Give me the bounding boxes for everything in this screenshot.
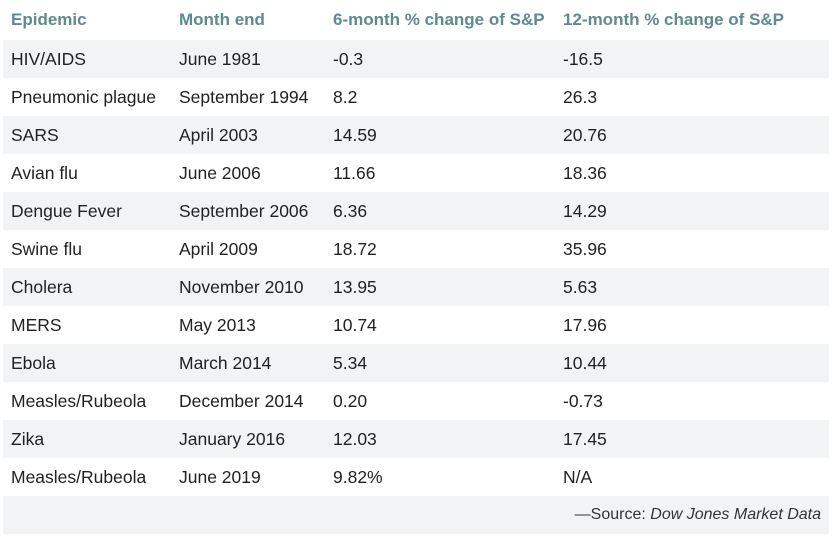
source-prefix: —Source: [574,506,651,523]
cell-month-end: January 2016 [171,420,325,458]
source-note: —Source: Dow Jones Market Data [3,496,829,534]
header-month-end: Month end [171,0,325,40]
cell-month-end: June 2006 [171,154,325,192]
cell-month-end: December 2014 [171,382,325,420]
cell-6-month-change: 14.59 [325,116,555,154]
table-row: Zika January 2016 12.03 17.45 [3,420,829,458]
header-row: Epidemic Month end 6-month % change of S… [3,0,829,40]
cell-epidemic: Measles/Rubeola [3,382,171,420]
cell-12-month-change: -0.73 [555,382,829,420]
header-12-month-change: 12-month % change of S&P [555,0,829,40]
table-row: Ebola March 2014 5.34 10.44 [3,344,829,382]
cell-6-month-change: 5.34 [325,344,555,382]
cell-month-end: September 2006 [171,192,325,230]
cell-month-end: April 2003 [171,116,325,154]
cell-epidemic: Zika [3,420,171,458]
cell-6-month-change: 11.66 [325,154,555,192]
cell-epidemic: Dengue Fever [3,192,171,230]
table-row: Cholera November 2010 13.95 5.63 [3,268,829,306]
cell-month-end: April 2009 [171,230,325,268]
cell-6-month-change: 18.72 [325,230,555,268]
cell-6-month-change: 6.36 [325,192,555,230]
cell-12-month-change: -16.5 [555,40,829,78]
cell-epidemic: HIV/AIDS [3,40,171,78]
header-6-month-change: 6-month % change of S&P [325,0,555,40]
cell-epidemic: Ebola [3,344,171,382]
cell-12-month-change: 14.29 [555,192,829,230]
epidemic-sp-table: Epidemic Month end 6-month % change of S… [3,0,829,534]
cell-month-end: June 2019 [171,458,325,496]
header-epidemic: Epidemic [3,0,171,40]
source-row: —Source: Dow Jones Market Data [3,496,829,534]
cell-epidemic: MERS [3,306,171,344]
cell-epidemic: Measles/Rubeola [3,458,171,496]
source-name: Dow Jones Market Data [650,506,821,523]
table-row: Measles/Rubeola December 2014 0.20 -0.73 [3,382,829,420]
table-row: Dengue Fever September 2006 6.36 14.29 [3,192,829,230]
table-row: SARS April 2003 14.59 20.76 [3,116,829,154]
cell-6-month-change: 8.2 [325,78,555,116]
cell-epidemic: Swine flu [3,230,171,268]
cell-12-month-change: N/A [555,458,829,496]
cell-6-month-change: 12.03 [325,420,555,458]
cell-12-month-change: 10.44 [555,344,829,382]
table-row: Avian flu June 2006 11.66 18.36 [3,154,829,192]
cell-epidemic: Pneumonic plague [3,78,171,116]
cell-12-month-change: 18.36 [555,154,829,192]
cell-month-end: September 1994 [171,78,325,116]
table-row: Measles/Rubeola June 2019 9.82% N/A [3,458,829,496]
table-row: MERS May 2013 10.74 17.96 [3,306,829,344]
cell-epidemic: Avian flu [3,154,171,192]
cell-epidemic: SARS [3,116,171,154]
cell-6-month-change: 13.95 [325,268,555,306]
table-body: HIV/AIDS June 1981 -0.3 -16.5 Pneumonic plag… [3,40,829,496]
cell-12-month-change: 17.45 [555,420,829,458]
cell-12-month-change: 35.96 [555,230,829,268]
table-row: Pneumonic plague September 1994 8.2 26.3 [3,78,829,116]
cell-6-month-change: 0.20 [325,382,555,420]
cell-6-month-change: -0.3 [325,40,555,78]
table-row: Swine flu April 2009 18.72 35.96 [3,230,829,268]
cell-month-end: May 2013 [171,306,325,344]
cell-month-end: June 1981 [171,40,325,78]
cell-month-end: November 2010 [171,268,325,306]
table-row: HIV/AIDS June 1981 -0.3 -16.5 [3,40,829,78]
cell-epidemic: Cholera [3,268,171,306]
cell-12-month-change: 17.96 [555,306,829,344]
cell-month-end: March 2014 [171,344,325,382]
cell-12-month-change: 20.76 [555,116,829,154]
cell-12-month-change: 26.3 [555,78,829,116]
table-header: Epidemic Month end 6-month % change of S… [3,0,829,40]
cell-12-month-change: 5.63 [555,268,829,306]
cell-6-month-change: 9.82% [325,458,555,496]
cell-6-month-change: 10.74 [325,306,555,344]
data-table-container: Epidemic Month end 6-month % change of S… [3,0,829,534]
